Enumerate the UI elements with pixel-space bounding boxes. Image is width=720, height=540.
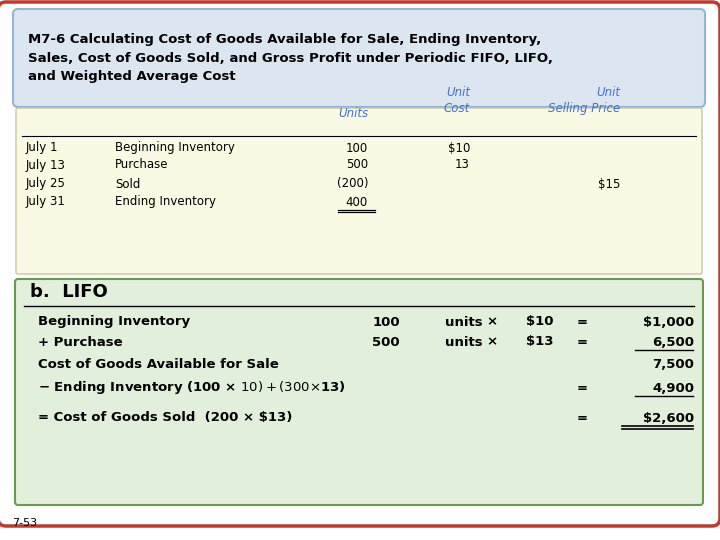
FancyBboxPatch shape [0,2,720,526]
FancyBboxPatch shape [15,279,703,505]
Text: M7-6 Calculating Cost of Goods Available for Sale, Ending Inventory,
Sales, Cost: M7-6 Calculating Cost of Goods Available… [28,33,553,83]
Text: Unit
Selling Price: Unit Selling Price [548,86,620,115]
Text: Ending Inventory: Ending Inventory [115,195,216,208]
Text: 100: 100 [372,315,400,328]
Text: Sold: Sold [115,178,140,191]
FancyBboxPatch shape [16,108,702,274]
Text: 7,500: 7,500 [652,357,694,370]
Text: + Purchase: + Purchase [38,335,122,348]
Text: =: = [577,335,588,348]
Text: July 31: July 31 [26,195,66,208]
Text: 4,900: 4,900 [652,381,694,395]
Text: = Cost of Goods Sold  (200 × $13): = Cost of Goods Sold (200 × $13) [38,411,292,424]
Text: $15: $15 [598,178,620,191]
Text: 500: 500 [346,159,368,172]
Text: 400: 400 [346,195,368,208]
Text: $10: $10 [448,141,470,154]
Text: Units: Units [338,107,368,120]
Text: Beginning Inventory: Beginning Inventory [38,315,190,328]
Text: (200): (200) [336,178,368,191]
Text: Unit
Cost: Unit Cost [444,86,470,115]
Text: ×: × [487,315,498,328]
Text: 7-53: 7-53 [12,518,37,528]
Text: units: units [445,315,482,328]
Text: $13: $13 [526,335,554,348]
Text: Cost of Goods Available for Sale: Cost of Goods Available for Sale [38,357,279,370]
Text: $1,000: $1,000 [643,315,694,328]
Text: 13: 13 [455,159,470,172]
Text: 100: 100 [346,141,368,154]
Text: units: units [445,335,482,348]
Text: − Ending Inventory (100 × $10) + (300 × $13): − Ending Inventory (100 × $10) + (300 × … [38,380,346,396]
Text: Beginning Inventory: Beginning Inventory [115,141,235,154]
Text: July 13: July 13 [26,159,66,172]
Text: $10: $10 [526,315,554,328]
FancyBboxPatch shape [13,9,705,107]
Text: 6,500: 6,500 [652,335,694,348]
Text: =: = [577,381,588,395]
Text: ×: × [487,335,498,348]
Text: =: = [577,315,588,328]
Text: July 1: July 1 [26,141,58,154]
Text: $2,600: $2,600 [643,411,694,424]
Text: =: = [577,411,588,424]
Text: July 25: July 25 [26,178,66,191]
Text: b.  LIFO: b. LIFO [30,283,108,301]
Text: 500: 500 [372,335,400,348]
Text: Purchase: Purchase [115,159,168,172]
